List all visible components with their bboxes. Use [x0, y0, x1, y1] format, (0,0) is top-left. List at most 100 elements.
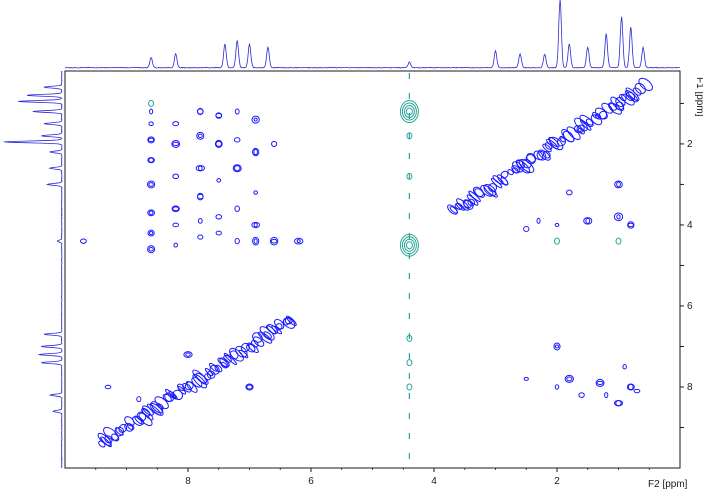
positive-peak [172, 141, 180, 147]
negative-peak [406, 132, 413, 140]
diagonal-contour [100, 436, 112, 448]
positive-peak [523, 376, 529, 381]
negative-peak [405, 107, 413, 116]
positive-peak [148, 231, 154, 236]
positive-peak [172, 206, 180, 212]
diagonal-contour [146, 403, 162, 416]
negative-peak [403, 105, 415, 119]
positive-peak [197, 218, 203, 224]
f2-tick-label: 2 [554, 476, 560, 487]
diagonal-contour [177, 385, 187, 395]
positive-peak [253, 238, 258, 244]
negative-peak [406, 383, 413, 391]
diagonal-contour [537, 149, 551, 161]
positive-peak [627, 222, 634, 228]
positive-peak [172, 173, 180, 180]
positive-peak [172, 222, 180, 228]
diagonal-contour [511, 165, 521, 174]
negative-peak [399, 233, 419, 257]
negative-peak [406, 359, 413, 367]
positive-peak [185, 352, 191, 357]
diagonal-contour [192, 373, 208, 389]
positive-peak [104, 384, 112, 390]
diagonal-contour [209, 364, 220, 375]
positive-peak [565, 189, 573, 196]
positive-peak [172, 121, 180, 127]
f1-tick-label: 6 [687, 301, 693, 312]
positive-peak [626, 383, 635, 391]
diagonal-contour [164, 392, 175, 402]
positive-peak [270, 238, 278, 244]
positive-peak [633, 388, 641, 394]
negative-peak [401, 102, 417, 121]
f1-projection-spectrum [3, 71, 63, 469]
positive-peak [253, 190, 258, 195]
positive-peak [215, 113, 223, 119]
f2-tick-label: 8 [185, 476, 191, 487]
diagonal-contour [577, 127, 585, 135]
f1-tick-label: 4 [687, 220, 693, 231]
negative-peak [554, 237, 560, 245]
f2-projection-spectrum [64, 0, 680, 69]
diagonal-contour [468, 190, 481, 202]
diagonal-contour [138, 412, 153, 427]
diagonal-contour [182, 382, 192, 393]
positive-peak [234, 108, 240, 115]
negative-peak [399, 100, 419, 124]
diagonal-contour [566, 126, 581, 141]
diagonal-contour [621, 93, 635, 106]
positive-peak [173, 242, 178, 248]
diagonal-contour [259, 326, 275, 341]
f2-tick-label: 4 [431, 476, 437, 487]
positive-peak [554, 384, 560, 390]
negative-peak [148, 99, 155, 107]
diagonal-contour [247, 342, 259, 354]
positive-peak [595, 378, 605, 387]
diagonal-contour [521, 158, 532, 169]
positive-peak [578, 392, 585, 398]
diagonal-contour [525, 154, 536, 165]
diagonal-contour [285, 315, 297, 327]
diagonal-contour [559, 135, 566, 143]
negative-peak [401, 236, 417, 255]
positive-peak [269, 236, 279, 246]
positive-peak [583, 217, 593, 225]
diagonal-contour [619, 94, 627, 102]
positive-peak [148, 247, 154, 252]
positive-peak [232, 164, 242, 173]
diagonal-contour [467, 198, 476, 207]
positive-peak [215, 112, 223, 119]
positive-peak [214, 139, 223, 148]
f2-axis-label: F2 [ppm] [648, 479, 688, 490]
positive-peak [171, 140, 181, 148]
positive-peak [195, 165, 206, 172]
positive-peak [627, 221, 635, 229]
diagonal-contour [115, 427, 124, 436]
positive-peak [215, 140, 223, 147]
positive-peak [196, 131, 205, 140]
diagonal-contour [585, 118, 594, 126]
positive-peak [553, 342, 561, 351]
positive-peak [148, 157, 154, 163]
diagonal-contour [548, 136, 564, 151]
f1-axis-ticks: 2 4 6 8 [680, 102, 693, 428]
positive-peak [566, 376, 573, 382]
plot-frame [64, 70, 681, 469]
negative-peak [615, 237, 622, 245]
positive-peak [148, 182, 154, 187]
diagonal-contour [454, 202, 463, 210]
diagonal-contour [274, 318, 285, 330]
positive-peak [251, 147, 260, 157]
positive-peak [554, 222, 560, 227]
diagonal-contour [483, 183, 497, 197]
positive-peak [183, 351, 193, 358]
diagonal-contour [573, 125, 582, 134]
diagonal-contour [518, 158, 535, 173]
positive-peak [536, 217, 541, 224]
positive-peak [146, 180, 156, 189]
positive-peak [271, 140, 278, 148]
diagonal-contour [150, 401, 164, 414]
f2-tick-label: 6 [308, 476, 314, 487]
